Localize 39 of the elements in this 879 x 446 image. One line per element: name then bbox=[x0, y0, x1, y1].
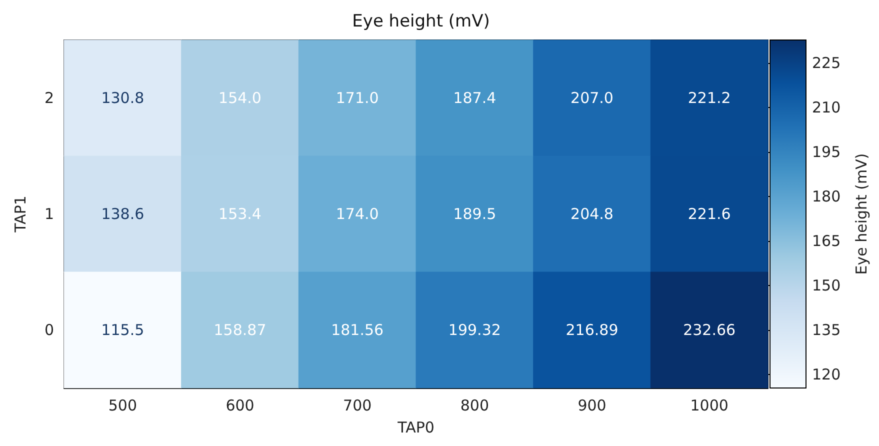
data-label: 153.4 bbox=[218, 205, 262, 223]
color-bar-label: 150 bbox=[812, 276, 841, 295]
x-axis-title: TAP0 bbox=[396, 418, 434, 436]
data-label: 174.0 bbox=[336, 205, 379, 223]
data-label: 181.56 bbox=[331, 321, 384, 339]
data-label: 171.0 bbox=[336, 89, 379, 107]
data-label: 216.89 bbox=[566, 321, 618, 339]
color-bar-label: 180 bbox=[812, 187, 841, 206]
data-label: 154.0 bbox=[218, 89, 262, 107]
x-tick-label: 600 bbox=[226, 396, 254, 414]
data-label: 199.32 bbox=[448, 321, 501, 339]
x-tick-label: 700 bbox=[343, 396, 372, 414]
x-tick-label: 1000 bbox=[690, 396, 728, 414]
color-bar-label: 165 bbox=[812, 232, 841, 250]
data-label: 138.6 bbox=[101, 205, 144, 223]
color-bar-label: 195 bbox=[812, 142, 841, 161]
color-bar-label: 120 bbox=[812, 366, 841, 384]
y-tick-label: 2 bbox=[44, 89, 54, 107]
data-label: 189.5 bbox=[453, 205, 496, 223]
chart-title: Eye height (mV) bbox=[352, 12, 490, 32]
data-label: 130.8 bbox=[101, 89, 144, 107]
y-tick-label: 0 bbox=[44, 321, 54, 339]
data-label: 115.5 bbox=[101, 321, 144, 339]
color-bar-label: 135 bbox=[812, 321, 841, 340]
y-tick-label: 1 bbox=[44, 205, 54, 223]
color-bar-title: Eye height (mV) bbox=[852, 153, 870, 275]
color-bar-label: 210 bbox=[812, 98, 841, 116]
x-tick-label: 800 bbox=[460, 396, 489, 414]
data-label: 221.6 bbox=[688, 205, 731, 223]
data-label: 204.8 bbox=[570, 205, 614, 223]
data-label: 221.2 bbox=[688, 89, 731, 107]
color-bar-label: 225 bbox=[812, 54, 841, 72]
y-axis-title: TAP1 bbox=[12, 196, 30, 234]
data-label: 207.0 bbox=[570, 89, 614, 107]
data-label: 158.87 bbox=[214, 321, 266, 339]
x-tick-label: 900 bbox=[578, 396, 606, 414]
data-label: 232.66 bbox=[683, 321, 736, 339]
x-tick-label: 500 bbox=[108, 396, 137, 414]
data-label: 187.4 bbox=[453, 89, 496, 107]
